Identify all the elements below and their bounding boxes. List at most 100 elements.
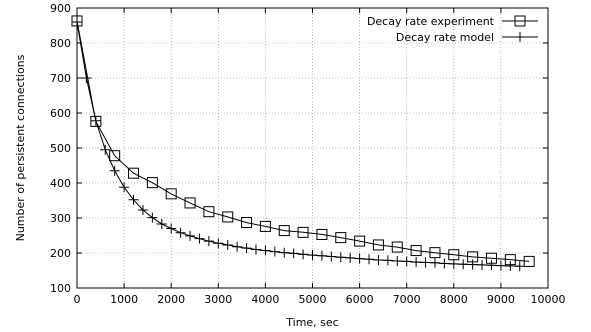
data-point-plus: [382, 255, 393, 266]
data-point-plus: [185, 230, 196, 241]
data-point-plus: [429, 257, 440, 268]
data-point-square: [335, 232, 347, 244]
data-point-plus: [307, 250, 318, 261]
x-tick-label: 6000: [346, 293, 374, 306]
data-point-plus: [156, 218, 167, 229]
y-tick-label: 600: [50, 107, 71, 120]
data-point-plus: [354, 253, 365, 264]
data-point-square: [128, 167, 140, 179]
x-tick-label: 4000: [251, 293, 279, 306]
legend-label: Decay rate experiment: [367, 15, 495, 28]
data-point-square: [259, 220, 271, 232]
data-point-square: [165, 188, 177, 200]
data-point-square: [241, 217, 253, 229]
data-point-plus: [260, 245, 271, 256]
data-point-plus: [119, 182, 130, 193]
legend-item: Decay rate model: [396, 31, 538, 44]
y-axis-title: Number of persistent connections: [14, 54, 27, 241]
data-point-plus: [420, 257, 431, 268]
data-point-plus: [316, 250, 327, 261]
x-tick-label: 8000: [440, 293, 468, 306]
y-tick-label: 800: [50, 37, 71, 50]
y-tick-label: 300: [50, 212, 71, 225]
x-tick-label: 7000: [393, 293, 421, 306]
data-point-plus: [241, 243, 252, 254]
data-point-plus: [448, 258, 459, 269]
x-axis-title: Time, sec: [285, 316, 338, 329]
y-tick-label: 700: [50, 72, 71, 85]
data-point-square: [410, 245, 422, 257]
data-point-plus: [467, 259, 478, 270]
x-tick-label: 3000: [204, 293, 232, 306]
data-point-square: [146, 177, 158, 189]
x-tick-label: 2000: [157, 293, 185, 306]
data-point-plus: [505, 260, 516, 271]
data-point-square: [316, 228, 328, 240]
series-square: [71, 15, 535, 267]
data-point-plus: [128, 194, 139, 205]
x-tick-label: 0: [74, 293, 81, 306]
data-point-plus: [514, 261, 525, 272]
data-point-plus: [279, 247, 290, 258]
data-point-square: [391, 241, 403, 253]
plot-series: [71, 15, 535, 272]
data-point-plus: [392, 256, 403, 267]
data-point-plus: [137, 204, 148, 215]
data-point-plus: [109, 165, 120, 176]
y-tick-label: 400: [50, 177, 71, 190]
data-point-square: [429, 247, 441, 259]
data-point-square: [354, 235, 366, 247]
data-point-plus: [90, 115, 101, 126]
data-point-plus: [222, 239, 233, 250]
x-tick-label: 1000: [110, 293, 138, 306]
data-point-plus: [203, 236, 214, 247]
y-tick-label: 500: [50, 142, 71, 155]
y-tick-label: 900: [50, 2, 71, 15]
x-tick-label: 10000: [531, 293, 566, 306]
data-point-plus: [288, 248, 299, 259]
data-point-plus: [345, 252, 356, 263]
grid: [77, 8, 548, 288]
data-point-plus: [335, 252, 346, 263]
axis-ticks: 0 1000 2000 3000 4000 5000 6000 7000 8000 9000 100…: [50, 2, 566, 306]
legend-item: Decay rate experiment: [367, 15, 538, 28]
x-tick-label: 9000: [487, 293, 515, 306]
data-point-plus: [147, 212, 158, 223]
series-line: [76, 20, 530, 262]
data-point-square: [203, 206, 215, 218]
data-point-square: [222, 211, 234, 223]
data-point-plus: [326, 251, 337, 262]
data-point-plus: [232, 241, 243, 252]
data-point-plus: [175, 227, 186, 238]
data-point-plus: [166, 223, 177, 234]
data-point-plus: [250, 244, 261, 255]
data-point-plus: [81, 73, 92, 83]
y-tick-label: 200: [50, 247, 71, 260]
data-point-square: [372, 239, 384, 251]
y-tick-label: 100: [50, 282, 71, 295]
data-point-square: [514, 15, 526, 27]
data-point-plus: [269, 246, 280, 257]
data-point-square: [109, 150, 121, 162]
data-point-plus: [100, 144, 111, 155]
data-point-plus: [364, 254, 375, 265]
data-point-plus: [401, 256, 412, 267]
data-point-plus: [373, 255, 384, 265]
x-tick-label: 5000: [299, 293, 327, 306]
data-point-plus: [194, 233, 205, 244]
data-point-plus: [439, 258, 450, 269]
data-point-square: [184, 197, 196, 209]
legend: Decay rate experiment Decay rate model: [367, 15, 538, 44]
data-point-plus: [477, 259, 488, 270]
data-point-plus: [486, 260, 497, 271]
data-point-plus: [213, 238, 224, 249]
data-point-square: [523, 255, 535, 267]
data-point-plus: [495, 260, 506, 271]
data-point-plus: [458, 259, 469, 270]
series-plus: [72, 17, 525, 272]
legend-label: Decay rate model: [396, 31, 494, 44]
data-point-plus: [298, 249, 309, 260]
data-point-square: [297, 226, 309, 238]
data-point-square: [278, 225, 290, 237]
